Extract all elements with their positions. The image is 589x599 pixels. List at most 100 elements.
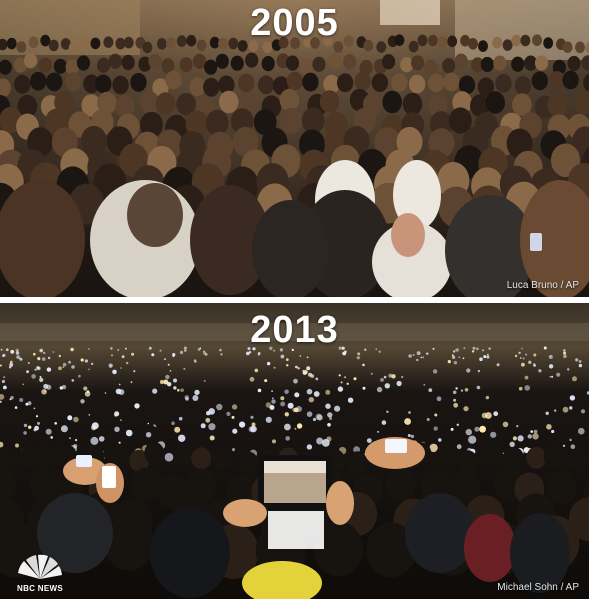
crowd-head xyxy=(366,522,417,578)
screen-light xyxy=(164,358,166,361)
screen-light xyxy=(74,438,78,442)
screen-light xyxy=(80,358,84,362)
crowd-head xyxy=(30,71,47,91)
crowd-head xyxy=(347,451,368,474)
screen-light xyxy=(428,388,433,392)
screen-light xyxy=(340,381,343,384)
screen-light xyxy=(416,358,419,362)
screen-light xyxy=(422,356,424,359)
screen-light xyxy=(252,347,256,351)
crowd-head xyxy=(506,128,533,159)
screen-light xyxy=(436,396,442,402)
screen-light xyxy=(476,347,479,351)
crowd-head xyxy=(396,126,423,157)
crowd-head xyxy=(585,42,589,54)
crowd-head xyxy=(129,449,150,472)
crowd-head xyxy=(215,53,229,69)
screen-light xyxy=(62,362,67,367)
screen-light xyxy=(58,354,61,358)
screen-light xyxy=(26,370,29,374)
screen-light xyxy=(205,417,211,423)
crowd-head xyxy=(103,36,114,48)
crowd-head xyxy=(76,55,91,71)
crowd-head xyxy=(108,53,122,69)
crowd-head xyxy=(336,73,354,93)
screen-light xyxy=(194,389,200,396)
screen-light xyxy=(173,378,177,383)
screen-light xyxy=(167,363,170,366)
crowd-head xyxy=(115,95,135,118)
screen-light xyxy=(293,378,298,384)
screen-light xyxy=(479,357,483,361)
screen-light xyxy=(538,369,542,373)
crowd-head xyxy=(97,91,117,115)
crowd-head xyxy=(176,35,187,47)
screen-light xyxy=(251,422,256,427)
crowd-head xyxy=(290,37,301,49)
screen-light xyxy=(295,365,298,369)
crowd-head xyxy=(38,57,52,73)
crowd-head xyxy=(442,58,456,74)
crowd-head xyxy=(417,34,428,47)
crowd-head xyxy=(575,41,585,54)
crowd-head xyxy=(115,37,126,50)
crowd-head xyxy=(261,56,275,72)
screen-light xyxy=(432,347,435,350)
screen-light xyxy=(376,386,383,393)
screen-light xyxy=(463,347,466,350)
screen-light xyxy=(356,356,360,360)
screen-light xyxy=(476,385,481,390)
crowd-head xyxy=(531,71,548,91)
crowd-head xyxy=(179,57,193,73)
screen-light xyxy=(532,363,536,366)
screen-light xyxy=(344,376,347,379)
crowd-head xyxy=(492,36,503,49)
screen-light xyxy=(327,412,333,418)
screen-light xyxy=(257,388,262,393)
screen-light xyxy=(203,350,205,353)
crowd-head xyxy=(228,37,239,50)
crowd-head xyxy=(238,451,259,474)
screen-light xyxy=(285,436,291,441)
screen-light xyxy=(512,436,518,441)
crowd-head xyxy=(40,34,51,47)
crowd-head xyxy=(196,39,207,52)
screen-light xyxy=(366,438,372,443)
screen-light xyxy=(477,369,481,373)
screen-light xyxy=(9,362,14,367)
screen-light xyxy=(80,399,85,404)
crowd-head xyxy=(363,39,374,52)
screen-light xyxy=(130,381,133,384)
crowd-head xyxy=(173,443,194,466)
screen-light xyxy=(518,386,523,391)
screen-light xyxy=(23,431,27,435)
crowd-head xyxy=(226,474,256,508)
screen-light xyxy=(192,395,199,401)
crowd-head xyxy=(103,442,124,465)
screen-light xyxy=(517,435,524,442)
screen-light xyxy=(502,421,509,428)
screen-light xyxy=(456,444,462,450)
screen-light xyxy=(37,421,40,425)
screen-light xyxy=(83,386,88,391)
screen-light xyxy=(239,421,246,428)
screen-light xyxy=(401,375,404,379)
screen-light xyxy=(408,354,412,358)
screen-light xyxy=(88,368,90,371)
screen-light xyxy=(16,355,21,359)
crowd-head xyxy=(24,53,38,69)
crowd-head xyxy=(53,58,67,74)
crowd-head xyxy=(534,55,549,71)
crowd-head xyxy=(36,446,57,469)
screen-light xyxy=(493,411,499,417)
screen-light xyxy=(471,350,475,353)
crowd-head xyxy=(359,60,373,76)
screen-light xyxy=(131,352,135,356)
screen-light xyxy=(570,444,576,449)
screen-light xyxy=(466,368,471,373)
screen-light xyxy=(562,406,569,413)
screen-light xyxy=(338,374,341,377)
screen-light xyxy=(362,386,366,390)
crowd-head xyxy=(312,56,326,72)
screen-light xyxy=(434,413,438,417)
